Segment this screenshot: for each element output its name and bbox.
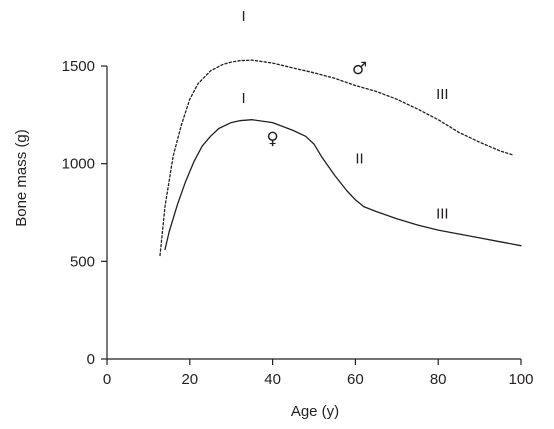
female-symbol-label: ♀ xyxy=(266,129,278,149)
y-tick-label: 0 xyxy=(87,351,95,368)
x-axis-title: Age (y) xyxy=(291,403,339,420)
y-tick-label: 500 xyxy=(70,253,95,270)
x-tick-label: 20 xyxy=(181,371,198,388)
x-tick-label: 100 xyxy=(508,371,533,388)
male-series-line xyxy=(159,59,514,257)
phase-ii-label: II xyxy=(355,151,363,168)
y-axis: 0 500 1000 1500 xyxy=(62,58,108,368)
x-tick-label: 0 xyxy=(103,371,111,388)
phase-iii-label: III xyxy=(436,205,449,222)
phase-i-label: I xyxy=(242,90,246,107)
x-tick-label: 40 xyxy=(264,371,281,388)
x-tick-label: 60 xyxy=(347,371,364,388)
y-tick-label: 1000 xyxy=(62,156,95,173)
phase-i-label: I xyxy=(242,8,246,25)
y-tick-label: 1500 xyxy=(62,58,95,75)
x-axis: 0 20 40 60 80 100 xyxy=(103,358,534,388)
y-axis-title: Bone mass (g) xyxy=(13,129,30,227)
plot-lines xyxy=(159,59,522,257)
phase-iii-label: III xyxy=(436,86,449,103)
female-series-line xyxy=(164,119,522,251)
x-tick-label: 80 xyxy=(430,371,447,388)
male-symbol-label: ♂ xyxy=(352,59,367,79)
